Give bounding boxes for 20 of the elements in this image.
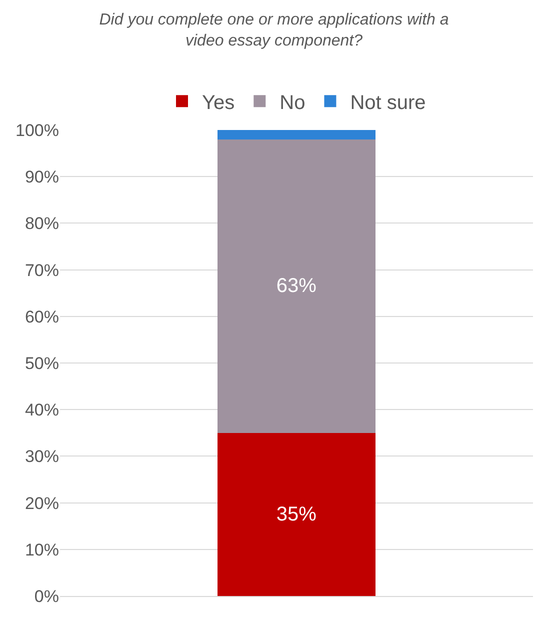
bar <box>218 139 376 433</box>
y-tick-label: 80% <box>24 214 59 234</box>
y-tick-label: 60% <box>24 307 59 326</box>
y-tick-label: 50% <box>24 354 59 373</box>
chart-title: Did you complete one or more applications with a video essay component? <box>99 12 449 50</box>
y-tick-label: 20% <box>24 494 59 513</box>
legend-label: Yes <box>202 92 235 114</box>
y-tick-label: 100% <box>16 120 59 140</box>
bar <box>218 432 376 596</box>
y-tick-label: 0% <box>34 586 59 606</box>
y-tick-label: 40% <box>24 400 59 420</box>
data-label: 35% <box>276 503 317 526</box>
data-label: 63% <box>276 275 317 298</box>
y-tick-label: 30% <box>24 447 59 466</box>
y-tick-label: 90% <box>24 168 59 187</box>
y-tick-label: 10% <box>24 540 59 560</box>
legend-label: Not sure <box>350 92 426 114</box>
y-tick-label: 70% <box>24 260 59 280</box>
legend-label: No <box>280 92 306 114</box>
bar <box>218 130 376 140</box>
